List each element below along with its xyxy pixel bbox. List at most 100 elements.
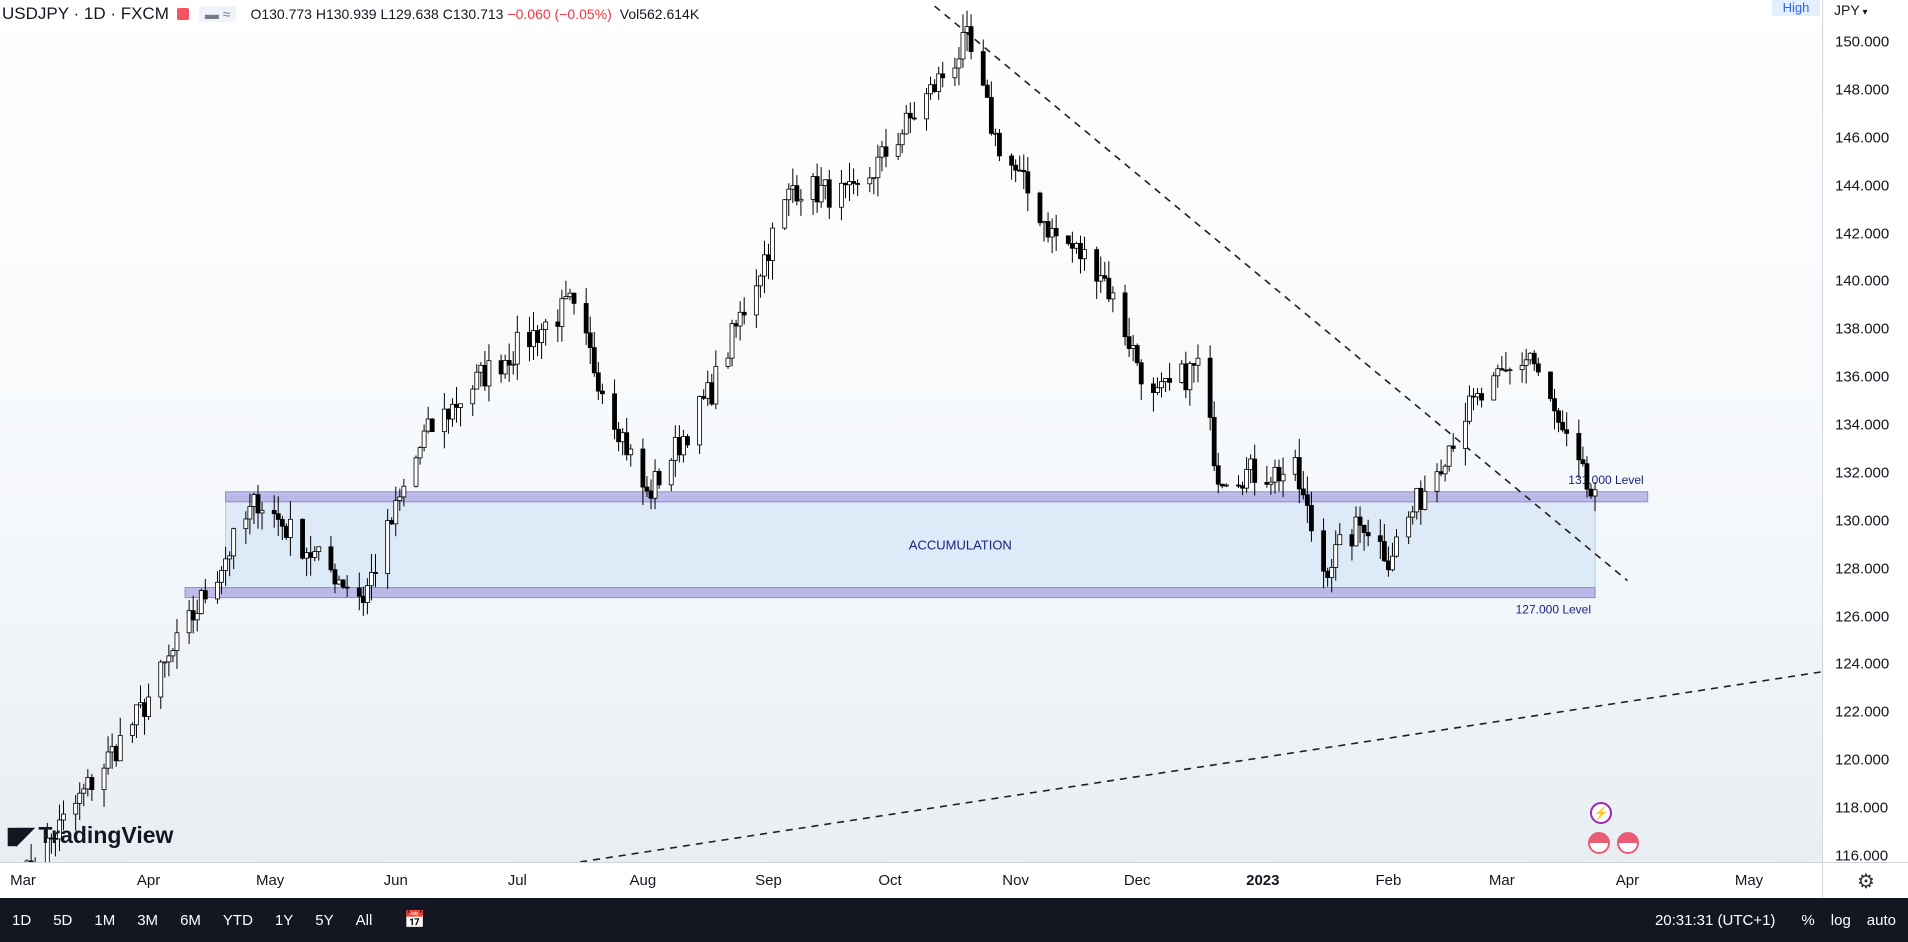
candle-body — [753, 285, 759, 316]
gear-icon[interactable]: ⚙ — [1822, 862, 1908, 899]
candle-body — [1045, 221, 1051, 238]
candle-body — [142, 702, 147, 717]
period-button-ytd[interactable]: YTD — [222, 911, 253, 929]
candle-body — [762, 254, 767, 277]
auto-toggle[interactable]: auto — [1866, 911, 1896, 929]
candle-body — [1078, 243, 1083, 260]
price-tick-label: 146.000 — [1835, 129, 1890, 147]
candle-body — [1471, 395, 1476, 398]
candle-body — [190, 610, 196, 621]
candle-body — [766, 254, 771, 261]
candle-body — [446, 408, 451, 420]
price-tick-label: 140.000 — [1835, 272, 1890, 290]
candle-body — [867, 177, 873, 185]
candle-body — [1211, 416, 1217, 467]
candle-body — [24, 860, 30, 862]
candle-body — [640, 448, 646, 488]
candle-body — [1106, 277, 1112, 300]
candle-body — [1406, 516, 1412, 538]
period-button-5y[interactable]: 5Y — [315, 911, 334, 929]
candle-body — [1155, 387, 1160, 393]
candle-body — [911, 117, 917, 120]
candle-body — [875, 156, 881, 179]
candle-body — [336, 579, 342, 585]
candle-body — [814, 176, 820, 203]
candle-body — [1134, 345, 1140, 364]
time-tick-label: Jul — [507, 872, 527, 889]
calendar-icon[interactable]: 📅 — [404, 910, 426, 929]
time-tick-label: Jun — [383, 872, 408, 889]
us-flag-event-icon[interactable] — [1617, 832, 1639, 854]
time-tick-label: Sep — [755, 872, 782, 889]
candle-body — [697, 396, 703, 446]
candle-body — [146, 696, 152, 717]
price-tick-label: 142.000 — [1835, 225, 1890, 242]
candle-body — [648, 490, 654, 499]
candle-body — [924, 93, 929, 120]
candle-body — [644, 486, 650, 492]
candle-body — [186, 610, 192, 634]
time-tick-label: Apr — [136, 872, 161, 889]
candle-body — [1584, 463, 1590, 490]
candle-body — [1252, 458, 1258, 483]
candle-body — [1159, 381, 1164, 389]
candle-body — [1349, 534, 1355, 547]
period-button-1m[interactable]: 1M — [94, 911, 116, 929]
candle-body — [701, 396, 707, 399]
period-button-6m[interactable]: 6M — [180, 911, 201, 929]
candle-body — [1191, 363, 1197, 366]
candle-body — [194, 613, 200, 621]
candle-body — [73, 802, 79, 815]
candle-body — [288, 518, 293, 538]
candle-body — [583, 303, 589, 334]
ohlc-values: O130.773 H130.939 L129.638 C130.713 — [250, 6, 504, 22]
time-tick-label: Nov — [1002, 872, 1029, 889]
price-tick-label: 128.000 — [1835, 560, 1890, 578]
change-value: −0.060 (−0.05%) — [507, 6, 612, 22]
candle-body — [612, 393, 617, 430]
period-buttons: 1D 5D 1M 3M 6M YTD 1Y 5Y All — [0, 912, 382, 929]
price-tick-label: 132.000 — [1835, 464, 1890, 482]
price-tick-label: 150.000 — [1835, 33, 1890, 51]
indicator-toggle-icon[interactable]: ▬ ≈ — [198, 6, 237, 22]
time-display[interactable]: 20:31:31 (UTC+1) — [1654, 911, 1776, 929]
candle-body — [1163, 378, 1168, 383]
candle-body — [555, 321, 561, 327]
time-scale[interactable]: Mar Apr May Jun Jul Aug Sep Oct Nov Dec 2023 Feb Mar… — [0, 862, 1822, 899]
candle-body — [1215, 465, 1221, 485]
period-button-5d[interactable]: 5D — [53, 911, 73, 929]
candle-body — [729, 323, 735, 359]
period-button-1y[interactable]: 1Y — [274, 911, 294, 929]
lightning-icon[interactable]: ⚡ — [1590, 802, 1612, 824]
period-button-1d[interactable]: 1D — [12, 911, 32, 929]
us-flag-event-icon[interactable] — [1588, 832, 1610, 854]
candle-body — [1381, 541, 1387, 562]
candle-body — [1268, 481, 1274, 485]
candle-body — [1325, 570, 1331, 578]
time-tick-label: Mar — [10, 872, 36, 889]
candle-body — [316, 546, 322, 552]
symbol-status-icon — [176, 8, 189, 20]
candle-body — [283, 525, 289, 538]
percent-toggle[interactable]: % — [1801, 911, 1815, 929]
log-toggle[interactable]: log — [1830, 911, 1851, 929]
candle-body — [450, 403, 455, 420]
currency-selector[interactable]: JPY ▾ — [1834, 2, 1868, 18]
candle-body — [1126, 336, 1132, 349]
period-button-3m[interactable]: 3M — [137, 911, 159, 929]
symbol-label[interactable]: USDJPY · 1D · FXCM — [2, 4, 169, 23]
candle-body — [215, 581, 220, 600]
candle-body — [44, 837, 50, 862]
candle-body — [1462, 420, 1468, 449]
period-button-all[interactable]: All — [355, 911, 373, 929]
candle-body — [231, 528, 237, 557]
price-scale[interactable]: 150.000 148.000 146.000 144.000 142.000 140.0… — [1822, 0, 1908, 864]
candle-body — [312, 551, 318, 558]
candle-body — [1017, 169, 1023, 172]
chart-pane[interactable]: ACCUMULATION 131.000 Level 127.000 Level U… — [0, 0, 1822, 862]
candle-body — [940, 73, 946, 79]
candle-body — [417, 447, 423, 459]
candle-body — [1110, 292, 1116, 300]
candle-body — [1074, 243, 1079, 249]
candle-body — [1021, 169, 1027, 173]
